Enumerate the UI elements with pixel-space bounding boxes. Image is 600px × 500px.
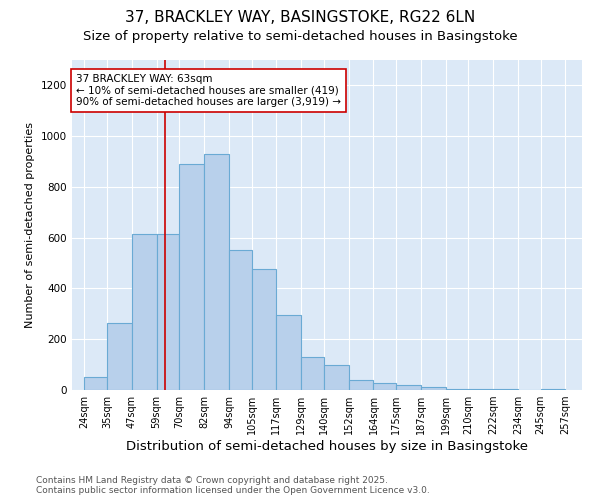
Bar [446, 388, 469, 390]
Bar [421, 388, 446, 390]
Bar [277, 315, 301, 390]
Y-axis label: Number of semi-detached properties: Number of semi-detached properties [25, 122, 35, 328]
Bar [179, 164, 204, 390]
X-axis label: Distribution of semi-detached houses by size in Basingstoke: Distribution of semi-detached houses by … [126, 440, 528, 453]
Bar [373, 383, 396, 390]
Bar [107, 322, 132, 390]
Text: Size of property relative to semi-detached houses in Basingstoke: Size of property relative to semi-detach… [83, 30, 517, 43]
Bar [469, 389, 493, 390]
Bar [157, 234, 179, 390]
Bar [132, 234, 157, 390]
Bar [541, 389, 565, 390]
Bar [349, 380, 373, 390]
Bar [85, 378, 107, 390]
Bar [396, 386, 421, 390]
Text: 37 BRACKLEY WAY: 63sqm
← 10% of semi-detached houses are smaller (419)
90% of se: 37 BRACKLEY WAY: 63sqm ← 10% of semi-det… [76, 74, 341, 107]
Text: Contains HM Land Registry data © Crown copyright and database right 2025.
Contai: Contains HM Land Registry data © Crown c… [36, 476, 430, 495]
Bar [229, 250, 251, 390]
Bar [324, 364, 349, 390]
Bar [204, 154, 229, 390]
Bar [301, 357, 324, 390]
Text: 37, BRACKLEY WAY, BASINGSTOKE, RG22 6LN: 37, BRACKLEY WAY, BASINGSTOKE, RG22 6LN [125, 10, 475, 25]
Bar [251, 270, 277, 390]
